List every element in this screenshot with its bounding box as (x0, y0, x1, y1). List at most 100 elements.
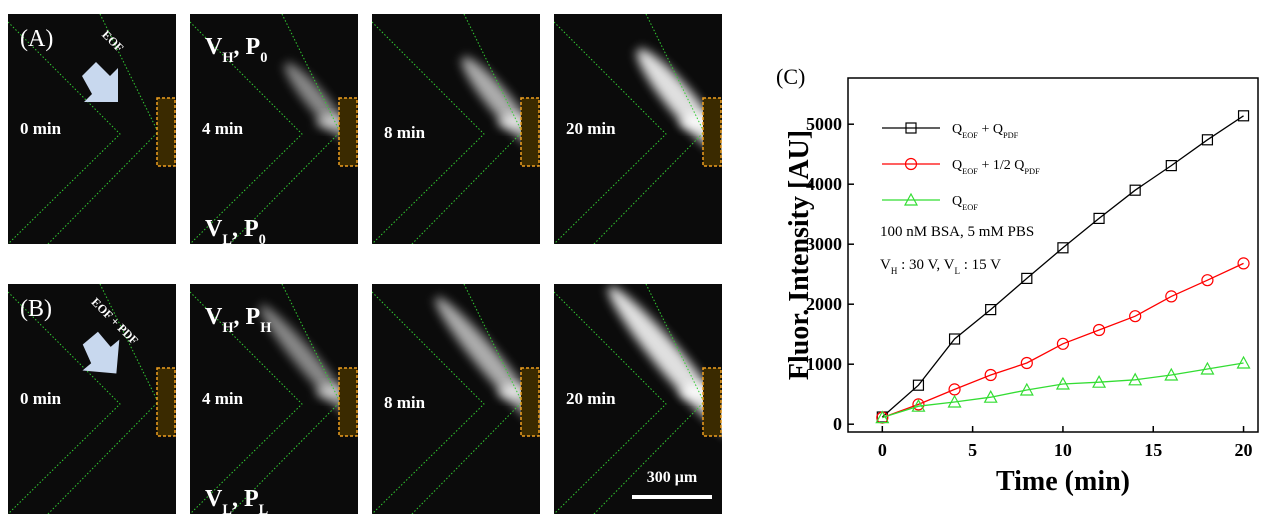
marker (1093, 212, 1105, 224)
legend-marker (903, 192, 919, 206)
fluorescence (680, 115, 708, 129)
y-tick-label: 0 (833, 414, 842, 434)
time-label: 20 min (566, 119, 616, 138)
detection-zone (702, 367, 722, 437)
marker (985, 304, 997, 316)
marker (1200, 361, 1215, 375)
legend-label-part: + Q (978, 122, 1003, 137)
channel-wall (190, 21, 303, 244)
series-line (882, 362, 1244, 419)
x-tick-label: 5 (968, 440, 977, 460)
legend-label-part: PDF (1003, 131, 1019, 140)
detection-zone (520, 367, 540, 437)
channel-wall (372, 21, 485, 244)
channel-wall (229, 284, 341, 514)
condition: VL, P0 (205, 216, 266, 248)
channel-wall (372, 291, 485, 514)
condition-part: H (222, 320, 233, 336)
condition-part: , P (232, 486, 259, 512)
micrograph (190, 284, 358, 514)
condition-part: V (205, 216, 223, 242)
legend-label: QEOF + 1/2 QPDF (952, 158, 1040, 176)
channel-wall (411, 14, 523, 244)
annotation: 100 nM BSA, 5 mM PBS (880, 224, 1034, 240)
condition: VH, PH (205, 304, 271, 336)
channel-wall (554, 21, 667, 244)
marker (1236, 355, 1251, 369)
condition-part: L (259, 502, 269, 514)
condition-part: H (222, 50, 233, 66)
condition-part: L (222, 232, 232, 248)
panel-label: (C) (776, 64, 805, 89)
marker (1201, 134, 1214, 146)
scale-bar-label: 300 μm (647, 469, 698, 486)
legend-label-part: EOF (962, 203, 978, 212)
marker (912, 398, 925, 411)
legend-label-part: EOF (962, 131, 978, 140)
fluorescence (316, 115, 344, 129)
y-tick-label: 3000 (806, 234, 842, 254)
condition-part: V (205, 34, 223, 60)
marker (1201, 274, 1214, 287)
legend-label-part: Q (952, 122, 962, 137)
time-label: 8 min (384, 123, 426, 142)
legend-label-part: Q (952, 158, 962, 173)
marker (1092, 323, 1106, 337)
x-tick-label: 15 (1144, 440, 1162, 460)
y-tick-label: 4000 (806, 174, 842, 194)
marker (1056, 337, 1070, 350)
plot-frame (847, 77, 1259, 433)
x-tick-label: 10 (1054, 440, 1072, 460)
detection-zone (338, 367, 358, 437)
fluorescence (498, 115, 526, 129)
channel-wall (47, 14, 159, 244)
marker (1164, 367, 1179, 381)
condition-part: , P (232, 216, 259, 242)
marker (1020, 356, 1033, 370)
marker (1021, 272, 1033, 284)
detection-zone (338, 97, 358, 167)
x-tick-label: 0 (878, 440, 887, 460)
detection-zone (702, 97, 722, 167)
fluorescence (680, 385, 708, 399)
condition-part: V (205, 304, 223, 330)
flow-arrow (82, 331, 120, 374)
detection-zone (520, 97, 540, 167)
micrograph (554, 284, 722, 514)
legend-label: QEOF + QPDF (952, 122, 1019, 140)
legend-label-part: + 1/2 Q (978, 158, 1024, 173)
channel-wall (593, 14, 705, 244)
x-tick-label: 20 (1235, 440, 1253, 460)
marker (1237, 257, 1250, 270)
marker (1129, 310, 1142, 323)
channel-wall (47, 284, 159, 514)
annotation-part: V (880, 257, 891, 273)
legend-marker (905, 122, 917, 134)
marker (1165, 290, 1178, 303)
flow-arrow (82, 62, 118, 102)
marker (911, 398, 926, 412)
series-line (882, 262, 1244, 419)
marker (1019, 382, 1034, 396)
fluorescence (316, 385, 344, 399)
marker (947, 394, 962, 408)
marker (948, 333, 961, 345)
detection-zone (156, 97, 176, 167)
legend-marker (904, 157, 918, 171)
micrograph (8, 284, 176, 514)
condition: VL, PL (205, 486, 268, 514)
micrograph (190, 14, 358, 244)
micrograph (8, 14, 176, 244)
channel-wall (229, 14, 341, 244)
condition-part: H (260, 320, 271, 336)
channel-wall (593, 284, 705, 514)
channel-wall (8, 21, 121, 244)
y-tick-label: 2000 (806, 294, 842, 314)
marker (875, 410, 890, 424)
marker (1128, 372, 1143, 386)
marker (1129, 184, 1141, 196)
condition-part: , P (234, 304, 261, 330)
marker (1055, 376, 1070, 390)
time-label: 0 min (20, 119, 62, 138)
